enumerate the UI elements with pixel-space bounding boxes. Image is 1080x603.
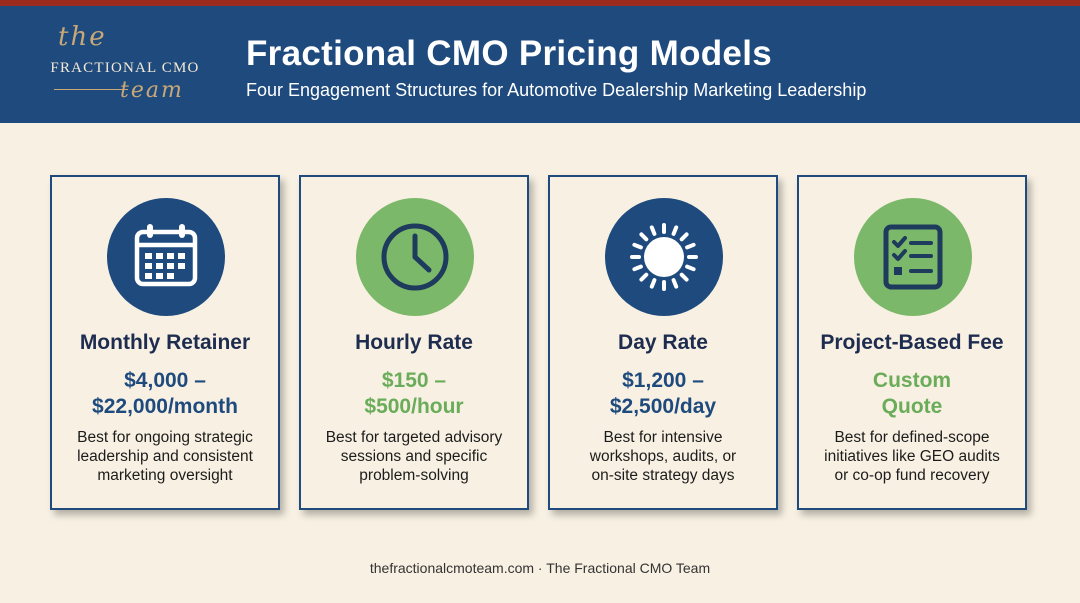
icon-badge: [356, 198, 474, 316]
card-price: Custom Quote: [799, 368, 1025, 420]
logo-main: FRACTIONAL CMO: [50, 60, 200, 76]
page-title: Fractional CMO Pricing Models: [246, 34, 772, 73]
icon-badge: [605, 198, 723, 316]
icon-badge: [107, 198, 225, 316]
pricing-card-hourly-rate: Hourly Rate $150 – $500/hour Best for ta…: [299, 175, 529, 510]
card-description: Best for intensive workshops, audits, or…: [558, 428, 768, 485]
card-title: Day Rate: [618, 331, 708, 354]
desc-line: sessions and specific: [340, 448, 488, 465]
card-description: Best for defined-scope initiatives like …: [807, 428, 1017, 485]
page-subtitle: Four Engagement Structures for Automotiv…: [246, 80, 867, 100]
pricing-card-monthly-retainer: Monthly Retainer $4,000 – $22,000/month …: [50, 175, 280, 510]
card-title: Hourly Rate: [355, 331, 473, 354]
pricing-card-project-based-fee: Project-Based Fee Custom Quote Best for …: [797, 175, 1027, 510]
card-price: $150 – $500/hour: [301, 368, 527, 420]
card-price: $4,000 – $22,000/month: [52, 368, 278, 420]
brand-logo: the FRACTIONAL CMO team: [40, 20, 210, 115]
desc-line: Best for intensive: [603, 429, 723, 446]
logo-the: the: [58, 22, 107, 52]
price-line: $2,500/day: [609, 395, 717, 418]
desc-line: on-site strategy days: [591, 467, 735, 484]
footer-credit: thefractionalcmoteam.com · The Fractiona…: [369, 560, 711, 576]
price-line: Quote: [881, 395, 943, 418]
calendar-icon: [134, 224, 198, 287]
desc-line: Best for targeted advisory: [325, 429, 503, 446]
price-line: $500/hour: [364, 395, 464, 418]
desc-line: initiatives like GEO audits: [824, 448, 1000, 465]
clock-icon: [381, 223, 449, 291]
card-price: $1,200 – $2,500/day: [550, 368, 776, 420]
price-line: $4,000 –: [124, 369, 206, 392]
card-title: Project-Based Fee: [820, 331, 1004, 354]
price-line: $1,200 –: [622, 369, 704, 392]
price-line: $150 –: [381, 369, 447, 392]
logo-team: team: [120, 78, 184, 103]
desc-line: leadership and consistent: [77, 448, 253, 465]
price-line: Custom: [872, 369, 952, 392]
card-description: Best for targeted advisory sessions and …: [309, 428, 519, 485]
checklist-icon: [883, 224, 943, 290]
logo-divider: [54, 89, 128, 90]
price-line: $22,000/month: [92, 395, 238, 418]
card-description: Best for ongoing strategic leadership an…: [60, 428, 270, 485]
desc-line: Best for ongoing strategic: [77, 429, 253, 446]
pricing-card-day-rate: Day Rate $1,200 – $2,500/day Best for in…: [548, 175, 778, 510]
card-title: Monthly Retainer: [79, 331, 251, 354]
top-accent-stripe: [0, 0, 1080, 6]
desc-line: workshops, audits, or: [589, 448, 737, 465]
desc-line: or co-op fund recovery: [834, 467, 990, 484]
desc-line: Best for defined-scope: [834, 429, 990, 446]
header-banner: the FRACTIONAL CMO team Fractional CMO P…: [0, 6, 1080, 123]
icon-badge: [854, 198, 972, 316]
desc-line: marketing oversight: [97, 467, 233, 484]
sun-icon: [630, 223, 698, 291]
desc-line: problem-solving: [359, 467, 469, 484]
